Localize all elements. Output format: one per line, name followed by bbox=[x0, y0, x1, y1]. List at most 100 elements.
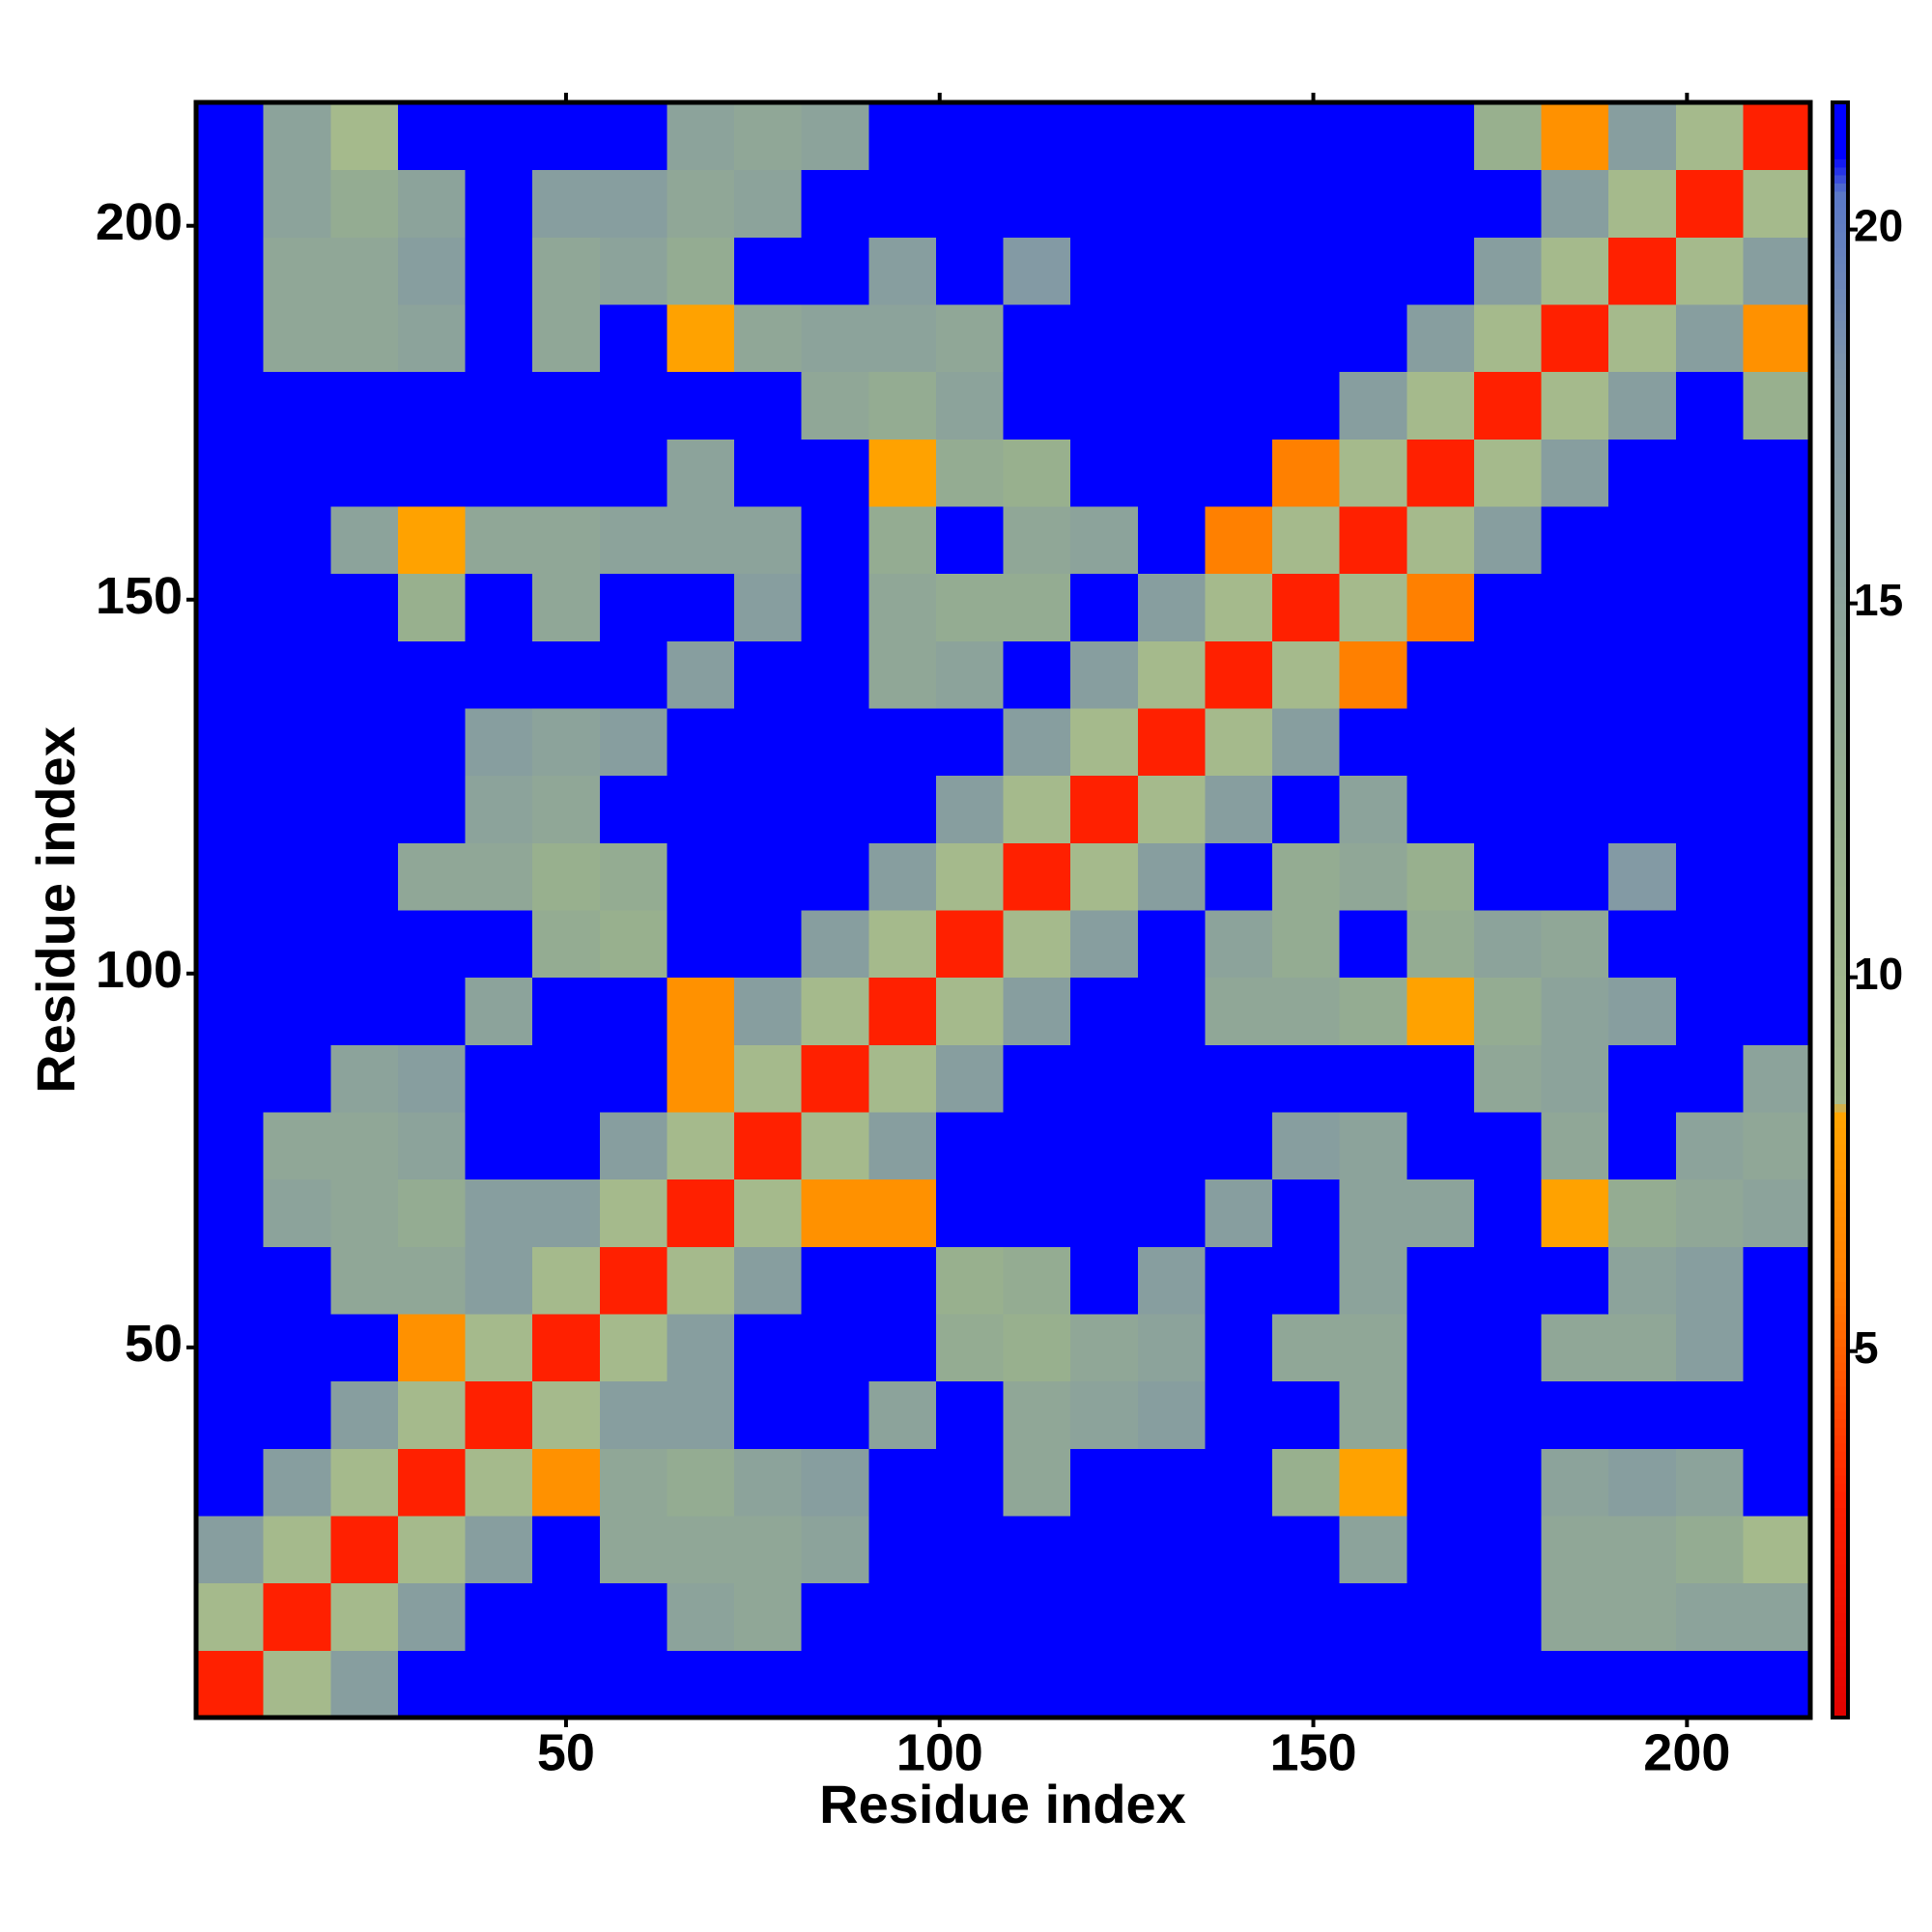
colorbar-slice bbox=[1833, 885, 1848, 895]
heatmap-cell bbox=[1473, 1044, 1542, 1113]
heatmap-cell bbox=[667, 708, 735, 777]
heatmap-cell bbox=[1339, 910, 1407, 979]
colorbar-slice bbox=[1833, 1636, 1848, 1646]
heatmap-cell bbox=[1608, 439, 1677, 507]
colorbar-frame bbox=[1831, 100, 1850, 1719]
colorbar-slice bbox=[1833, 336, 1848, 346]
heatmap-cell bbox=[1205, 640, 1273, 709]
heatmap-cell bbox=[1137, 977, 1206, 1045]
colorbar-slice bbox=[1833, 579, 1848, 588]
heatmap-cell bbox=[330, 304, 399, 373]
colorbar-slice bbox=[1833, 1629, 1848, 1637]
heatmap-cell bbox=[1406, 1044, 1475, 1113]
colorbar-slice bbox=[1833, 368, 1848, 378]
colorbar-slice bbox=[1833, 288, 1848, 298]
y-axis-title: Residue index bbox=[25, 726, 86, 1094]
heatmap-cell bbox=[1406, 1112, 1475, 1180]
heatmap-cell bbox=[330, 708, 399, 777]
heatmap-cell bbox=[465, 371, 533, 440]
heatmap-cell bbox=[868, 1179, 937, 1247]
heatmap-cell bbox=[1743, 640, 1811, 709]
heatmap-cell bbox=[397, 371, 466, 440]
heatmap-cell bbox=[263, 169, 331, 238]
heatmap-cell bbox=[1406, 708, 1475, 777]
heatmap-cell bbox=[263, 1516, 331, 1584]
heatmap-cell bbox=[1205, 1650, 1273, 1719]
colorbar-slice bbox=[1833, 1297, 1848, 1307]
heatmap-cell bbox=[532, 304, 601, 373]
heatmap-cell bbox=[734, 1314, 803, 1382]
heatmap-cell bbox=[599, 1314, 668, 1382]
heatmap-cell bbox=[1473, 775, 1542, 843]
colorbar-slice bbox=[1833, 1071, 1848, 1081]
heatmap-cell bbox=[1743, 1448, 1811, 1517]
heatmap-cell bbox=[1137, 1448, 1206, 1517]
heatmap-cell bbox=[734, 237, 803, 305]
heatmap-cell bbox=[801, 573, 869, 641]
heatmap-cell bbox=[1070, 1448, 1139, 1517]
heatmap-cell bbox=[1541, 102, 1609, 171]
heatmap-cell bbox=[465, 304, 533, 373]
heatmap-cell bbox=[1743, 237, 1811, 305]
heatmap-cell bbox=[1473, 1516, 1542, 1584]
heatmap-cell bbox=[1205, 1380, 1273, 1449]
colorbar-slice bbox=[1833, 1136, 1848, 1145]
x-tick-label: 100 bbox=[896, 1723, 983, 1781]
colorbar-slice bbox=[1833, 312, 1848, 322]
heatmap-cell bbox=[465, 1044, 533, 1113]
heatmap-cell bbox=[868, 1044, 937, 1113]
heatmap-cell bbox=[667, 1650, 735, 1719]
heatmap-cell bbox=[1473, 1582, 1542, 1651]
heatmap-cell bbox=[1003, 102, 1071, 171]
heatmap-cell bbox=[1070, 237, 1139, 305]
colorbar-tick-label: 20 bbox=[1854, 201, 1903, 251]
heatmap-cell bbox=[1070, 1246, 1139, 1315]
heatmap-cell bbox=[1743, 842, 1811, 911]
colorbar-slice bbox=[1833, 788, 1848, 798]
heatmap-cell bbox=[1743, 708, 1811, 777]
heatmap-cell bbox=[196, 1044, 265, 1113]
colorbar-slice bbox=[1833, 990, 1848, 1000]
colorbar-slice bbox=[1833, 1604, 1848, 1613]
heatmap-cell bbox=[1137, 237, 1206, 305]
heatmap-cell bbox=[1137, 1044, 1206, 1113]
heatmap-cell bbox=[465, 1380, 533, 1449]
heatmap-cell bbox=[1272, 169, 1341, 238]
colorbar-slice bbox=[1833, 158, 1848, 168]
heatmap-cell bbox=[667, 169, 735, 238]
heatmap-cell bbox=[868, 506, 937, 575]
heatmap-cell bbox=[196, 977, 265, 1045]
heatmap-cell bbox=[196, 169, 265, 238]
heatmap-cell bbox=[801, 506, 869, 575]
heatmap-cell bbox=[1541, 506, 1609, 575]
heatmap-cell bbox=[1541, 1112, 1609, 1180]
heatmap-cell bbox=[1339, 1314, 1407, 1382]
heatmap-cell bbox=[397, 1246, 466, 1315]
heatmap-cell bbox=[465, 1179, 533, 1247]
heatmap-cell bbox=[196, 102, 265, 171]
heatmap-cell bbox=[935, 371, 1004, 440]
heatmap-cell bbox=[1205, 237, 1273, 305]
heatmap-cell bbox=[397, 237, 466, 305]
heatmap-cell bbox=[532, 102, 601, 171]
heatmap-cell bbox=[667, 304, 735, 373]
colorbar-slice bbox=[1833, 1063, 1848, 1072]
heatmap-cell bbox=[667, 102, 735, 171]
heatmap-cell bbox=[1473, 1650, 1542, 1719]
heatmap-cell bbox=[1205, 1582, 1273, 1651]
colorbar-slice bbox=[1833, 603, 1848, 612]
heatmap-cell bbox=[196, 842, 265, 911]
x-tick-label: 150 bbox=[1269, 1723, 1356, 1781]
heatmap-cell bbox=[1339, 371, 1407, 440]
colorbar-slice bbox=[1833, 514, 1848, 524]
heatmap-cell bbox=[1003, 237, 1071, 305]
heatmap-cell bbox=[801, 1112, 869, 1180]
heatmap-cell bbox=[465, 573, 533, 641]
colorbar-slice bbox=[1833, 821, 1848, 830]
heatmap-cell bbox=[1070, 640, 1139, 709]
heatmap-cell bbox=[801, 1314, 869, 1382]
colorbar-slice bbox=[1833, 134, 1848, 144]
colorbar-slice bbox=[1833, 683, 1848, 693]
heatmap-cell bbox=[397, 842, 466, 911]
colorbar-slice bbox=[1833, 1540, 1848, 1548]
